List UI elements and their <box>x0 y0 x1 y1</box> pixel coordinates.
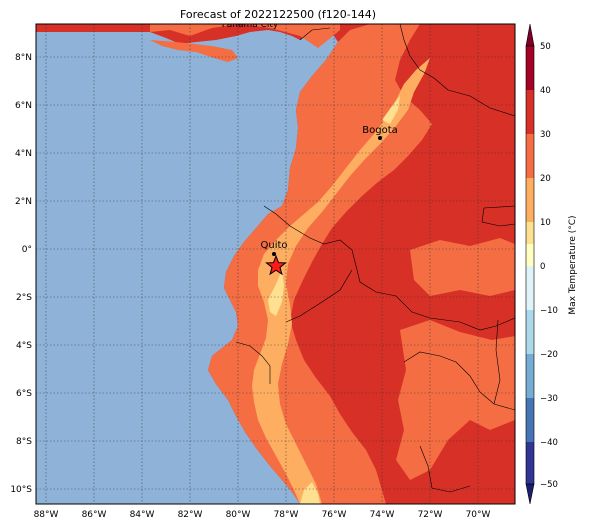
band-0-10-south <box>300 482 320 504</box>
band-20-30-amazon <box>396 320 515 480</box>
colorbar-band <box>526 354 534 398</box>
colorbar-tick: −40 <box>540 438 558 448</box>
colorbar-tick: 20 <box>540 174 551 184</box>
lat-tick: 6°S <box>16 389 32 399</box>
colorbar-tick: −30 <box>540 394 558 404</box>
lat-tick: 4°N <box>15 149 32 159</box>
lat-tick: 8°S <box>16 437 32 447</box>
lon-tick: 74°W <box>370 510 395 520</box>
colorbar-band <box>526 178 534 222</box>
star-marker <box>265 254 287 276</box>
lon-tick-labels: 88°W 86°W 84°W 82°W 80°W 78°W 76°W 74°W … <box>34 510 491 520</box>
lon-tick: 82°W <box>178 510 203 520</box>
city-label-quito: Quito <box>260 240 287 251</box>
colorbar-band <box>526 398 534 442</box>
band-0-10-north <box>382 96 400 124</box>
lat-tick: 0° <box>22 245 32 255</box>
central-america <box>150 24 340 48</box>
country-borders <box>235 24 515 493</box>
colorbar-band <box>526 46 534 90</box>
lat-tick: 4°S <box>16 341 32 351</box>
lat-tick: 2°S <box>16 293 32 303</box>
graticule <box>36 24 515 504</box>
city-label-panama: Panama City <box>222 20 279 30</box>
lon-tick: 88°W <box>34 510 59 520</box>
lon-tick: 78°W <box>274 510 299 520</box>
colorbar-band <box>526 244 534 266</box>
lat-tick: 8°N <box>15 53 32 63</box>
colorbar-band <box>526 90 534 134</box>
city-marker-quito <box>272 252 276 256</box>
lon-tick: 86°W <box>82 510 107 520</box>
lat-tick-labels: 8°N 6°N 4°N 2°N 0° 2°S 4°S 6°S 8°S 10°S <box>10 53 32 495</box>
city-label-bogota: Bogota <box>362 125 398 136</box>
band-0-10-andes <box>268 270 284 316</box>
lat-tick: 2°N <box>15 197 32 207</box>
colorbar-band <box>526 442 534 484</box>
colorbar-tick: 0 <box>540 262 545 272</box>
colorbar-tick: 40 <box>540 86 551 96</box>
lon-tick: 72°W <box>418 510 443 520</box>
colorbar-bottom-arrow <box>525 483 535 505</box>
colorbar-band <box>526 266 534 310</box>
map-title: Forecast of 2022122500 (f120-144) <box>180 8 376 21</box>
lon-tick: 80°W <box>226 510 251 520</box>
colorbar-tick: 50 <box>540 42 551 52</box>
colorbar: 50 40 30 20 10 0 −10 −20 −30 −40 −50 Max… <box>525 23 578 505</box>
colorbar-tick: −50 <box>540 480 558 490</box>
colorbar-frame <box>525 45 535 485</box>
central-america-coast <box>150 40 238 62</box>
colorbar-tick: 10 <box>540 218 551 228</box>
colorbar-band <box>526 134 534 178</box>
colorbar-ticks: 50 40 30 20 10 0 −10 −20 −30 −40 −50 <box>540 42 558 490</box>
city-marker-bogota <box>378 136 382 140</box>
colorbar-tick: −20 <box>540 350 558 360</box>
lat-tick: 10°S <box>10 485 32 495</box>
colorbar-band <box>526 222 534 244</box>
band-20-30-east <box>410 238 515 296</box>
lon-tick: 84°W <box>130 510 155 520</box>
colorbar-top-arrow <box>525 23 535 47</box>
map-frame <box>35 23 516 505</box>
lon-tick: 76°W <box>322 510 347 520</box>
colorbar-label: Max Temperature (°C) <box>568 215 578 314</box>
colorbar-tick: −10 <box>540 306 558 316</box>
map-area: Panama City Bogota Quito <box>36 20 515 504</box>
lon-tick: 70°W <box>466 510 491 520</box>
lat-tick: 6°N <box>15 101 32 111</box>
colorbar-band <box>526 310 534 354</box>
colorbar-tick: 30 <box>540 130 551 140</box>
